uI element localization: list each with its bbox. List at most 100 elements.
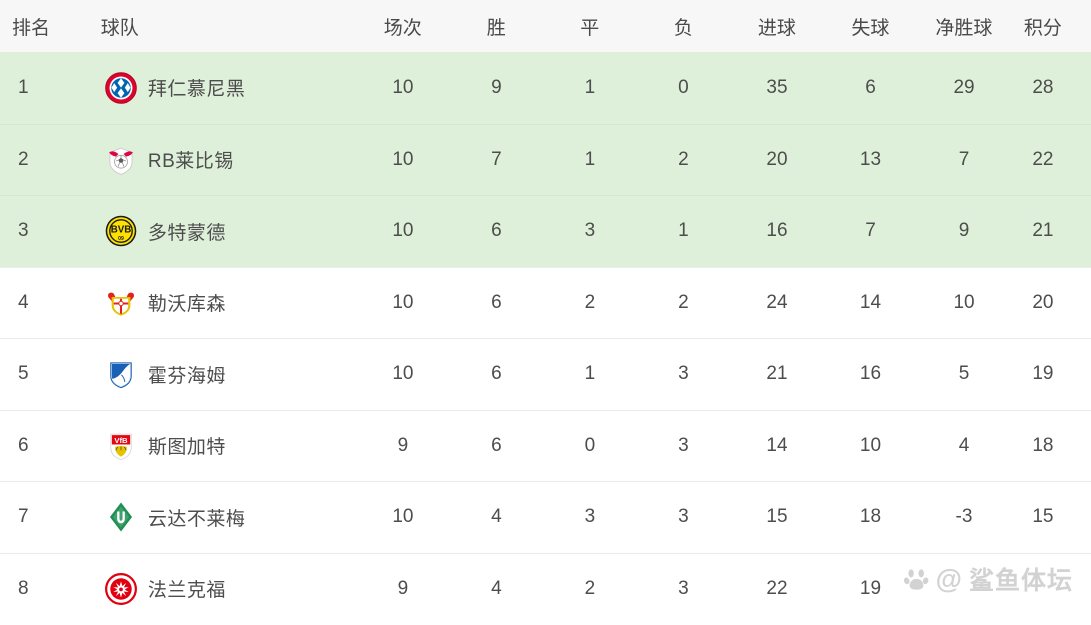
column-header-goal-difference: 净胜球 [935, 17, 993, 39]
cell-team[interactable]: 勒沃库森 [98, 286, 356, 320]
column-header-drawn: 平 [580, 17, 600, 39]
cell-drawn: 1 [584, 148, 596, 170]
cell-goals-for: 14 [766, 434, 788, 456]
bayer-leverkusen-crest [107, 292, 134, 316]
cell-drawn: 0 [584, 434, 596, 456]
cell-team[interactable]: VfB 斯图加特 [98, 429, 356, 463]
cell-played: 10 [392, 506, 414, 528]
cell-team[interactable]: BVB 09 多特蒙德 [98, 214, 356, 248]
team-name: 云达不莱梅 [147, 508, 246, 530]
bayern-munich-crest [105, 71, 137, 104]
cell-drawn: 3 [584, 220, 596, 242]
cell-goal-difference: 7 [958, 148, 970, 170]
cell-played: 9 [397, 434, 409, 456]
cell-goal-difference: 10 [953, 291, 975, 313]
cell-lost: 1 [678, 220, 689, 242]
cell-team[interactable]: RB莱比锡 [98, 143, 356, 177]
cell-won: 6 [491, 220, 502, 242]
cell-points: 28 [1032, 76, 1054, 98]
cell-goals-for: 16 [766, 220, 788, 242]
cell-lost: 2 [678, 291, 689, 313]
team-name: 勒沃库森 [147, 294, 226, 316]
cell-rank: 1 [18, 76, 29, 98]
cell-goals-for: 21 [766, 363, 788, 385]
vfb-stuttgart-crest: VfB [110, 433, 132, 460]
cell-team[interactable]: 霍芬海姆 [98, 357, 356, 391]
table-header-row: 排名 球队 场次 胜 平 负 进球 失球 净胜球 积分 [0, 0, 1091, 52]
cell-rank: 4 [18, 291, 29, 313]
cell-goal-difference: -3 [955, 506, 973, 528]
cell-goal-difference: 9 [958, 220, 970, 242]
table-row[interactable]: 7 云达不莱梅 10 4 3 3 15 18 -3 15 [0, 481, 1091, 553]
cell-points: 18 [1032, 434, 1054, 456]
werder-bremen-crest [109, 502, 132, 532]
svg-text:VfB: VfB [114, 436, 128, 445]
cell-lost: 3 [678, 434, 689, 456]
cell-team[interactable]: 法兰克福 [98, 572, 356, 606]
cell-drawn: 2 [584, 291, 596, 313]
cell-team[interactable]: 拜仁慕尼黑 [98, 71, 356, 105]
cell-goals-against: 6 [865, 76, 876, 98]
cell-drawn: 1 [584, 363, 596, 385]
cell-points: 20 [1032, 291, 1054, 313]
cell-goals-for: 35 [766, 76, 788, 98]
cell-team[interactable]: 云达不莱梅 [98, 500, 356, 534]
cell-won: 4 [491, 506, 502, 528]
cell-rank: 8 [18, 577, 29, 599]
table-row[interactable]: 3 BVB 09 多特蒙德 10 6 3 1 16 7 9 21 [0, 195, 1091, 267]
cell-played: 10 [392, 220, 414, 242]
cell-lost: 3 [678, 506, 689, 528]
svg-text:BVB: BVB [111, 225, 132, 236]
cell-points: 19 [1032, 363, 1054, 385]
table-row[interactable]: 8 法兰克福 9 4 2 3 22 19 [0, 552, 1091, 625]
cell-drawn: 3 [584, 506, 596, 528]
table-row[interactable]: 6 VfB 斯图加特 9 6 0 3 14 10 4 18 [0, 409, 1091, 482]
table-row[interactable]: 1 拜仁慕尼黑 10 9 1 0 35 6 29 28 [0, 52, 1091, 124]
cell-won: 7 [491, 148, 502, 170]
cell-played: 9 [397, 577, 409, 599]
team-name: 拜仁慕尼黑 [147, 79, 246, 101]
cell-goals-against: 14 [859, 291, 882, 313]
cell-drawn: 1 [584, 76, 596, 98]
cell-played: 10 [392, 291, 414, 313]
rb-leipzig-crest [108, 147, 133, 175]
team-name: 法兰克福 [147, 580, 226, 602]
cell-lost: 0 [678, 76, 689, 98]
hoffenheim-crest [110, 362, 132, 389]
cell-goals-against: 10 [859, 434, 882, 456]
cell-goal-difference: 29 [953, 76, 975, 98]
cell-won: 6 [491, 434, 502, 456]
svg-text:09: 09 [118, 236, 124, 242]
cell-won: 6 [491, 363, 502, 385]
column-header-played: 场次 [383, 17, 422, 39]
team-name: RB莱比锡 [147, 151, 234, 173]
cell-played: 10 [392, 148, 414, 170]
cell-won: 9 [491, 76, 502, 98]
cell-won: 6 [491, 291, 502, 313]
table-row[interactable]: 5 霍芬海姆 10 6 1 3 21 16 5 19 [0, 338, 1091, 410]
column-header-won: 胜 [486, 17, 506, 39]
table-row[interactable]: 2 RB莱比锡 10 7 1 2 20 13 7 22 [0, 123, 1091, 195]
column-header-team: 球队 [100, 17, 139, 39]
cell-points: 22 [1032, 148, 1054, 170]
cell-goal-difference: 4 [958, 434, 970, 456]
borussia-dortmund-crest: BVB 09 [105, 215, 137, 247]
cell-goals-against: 7 [865, 220, 876, 242]
cell-goals-for: 15 [766, 506, 788, 528]
cell-goals-for: 20 [766, 148, 788, 170]
cell-points: 15 [1032, 506, 1054, 528]
cell-goals-for: 22 [766, 577, 788, 599]
cell-goals-against: 13 [859, 148, 882, 170]
column-header-goals-against: 失球 [851, 17, 890, 39]
cell-rank: 5 [18, 363, 29, 385]
column-header-points: 积分 [1023, 17, 1062, 39]
cell-played: 10 [392, 363, 414, 385]
cell-rank: 6 [18, 434, 29, 456]
cell-played: 10 [392, 76, 414, 98]
column-header-goals-for: 进球 [757, 17, 796, 39]
cell-goals-against: 16 [859, 363, 882, 385]
eintracht-frankfurt-crest [104, 572, 137, 605]
cell-lost: 3 [678, 577, 689, 599]
table-row[interactable]: 4 勒沃库森 10 6 2 2 24 14 10 20 [0, 266, 1091, 339]
